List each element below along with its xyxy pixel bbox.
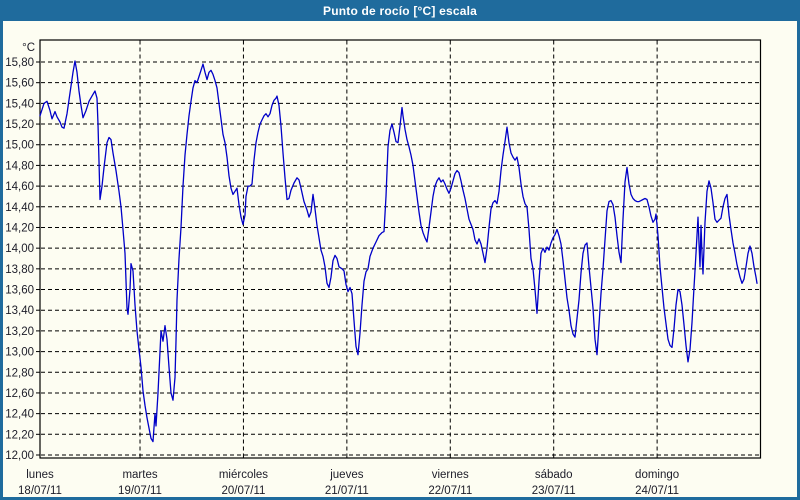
y-tick-label: 12,00 [5, 450, 34, 462]
y-tick-label: 14,40 [5, 202, 34, 214]
x-day-label: viernes [432, 469, 469, 481]
x-date-label: 18/07/11 [18, 485, 62, 497]
title-bar: Punto de rocío [°C] escala [0, 0, 800, 21]
y-axis-unit-label: °C [22, 42, 35, 54]
plot-border [39, 39, 762, 459]
x-date-label: 19/07/11 [118, 485, 162, 497]
x-date-label: 24/07/11 [635, 485, 679, 497]
y-tick-label: 15,00 [5, 140, 34, 152]
y-tick-label: 14,20 [5, 222, 34, 234]
y-tick-label: 13,20 [5, 326, 34, 338]
x-date-label: 22/07/11 [428, 485, 472, 497]
y-tick-label: 12,40 [5, 409, 34, 421]
y-tick-label: 12,20 [5, 429, 34, 441]
x-day-label: lunes [26, 469, 54, 481]
y-tick-label: 15,80 [5, 57, 34, 69]
x-day-label: sábado [535, 469, 573, 481]
y-tick-label: 15,60 [5, 78, 34, 90]
y-tick-label: 14,00 [5, 243, 34, 255]
y-tick-label: 14,80 [5, 160, 34, 172]
x-day-label: jueves [329, 469, 363, 481]
y-tick-label: 13,60 [5, 285, 34, 297]
series-line [39, 60, 758, 443]
y-tick-label: 15,40 [5, 98, 34, 110]
y-tick-label: 13,00 [5, 347, 34, 359]
x-day-label: miércoles [219, 469, 268, 481]
chart-title: Punto de rocío [°C] escala [322, 3, 478, 18]
y-tick-label: 14,60 [5, 181, 34, 193]
x-date-label: 20/07/11 [221, 485, 265, 497]
y-tick-label: 13,40 [5, 305, 34, 317]
y-tick-label: 12,80 [5, 367, 34, 379]
y-tick-label: 15,20 [5, 119, 34, 131]
y-tick-label: 12,60 [5, 388, 34, 400]
x-day-label: martes [122, 469, 157, 481]
x-date-label: 21/07/11 [325, 485, 369, 497]
x-date-label: 23/07/11 [532, 485, 576, 497]
y-tick-label: 13,80 [5, 264, 34, 276]
x-day-label: domingo [635, 469, 679, 481]
